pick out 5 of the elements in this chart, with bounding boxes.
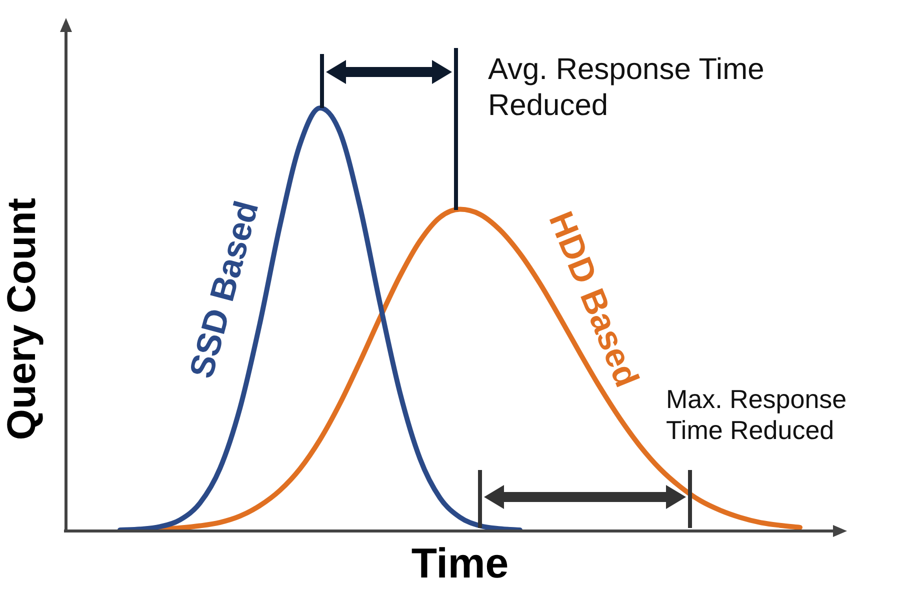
x-axis-title: Time — [411, 539, 509, 586]
y-axis-title: Query Count — [0, 198, 44, 440]
annotation: Max. Response Time Reduced — [666, 384, 848, 446]
annotation: Avg. Response Time Reduced — [488, 52, 766, 124]
text: SSD Based — [182, 197, 266, 382]
